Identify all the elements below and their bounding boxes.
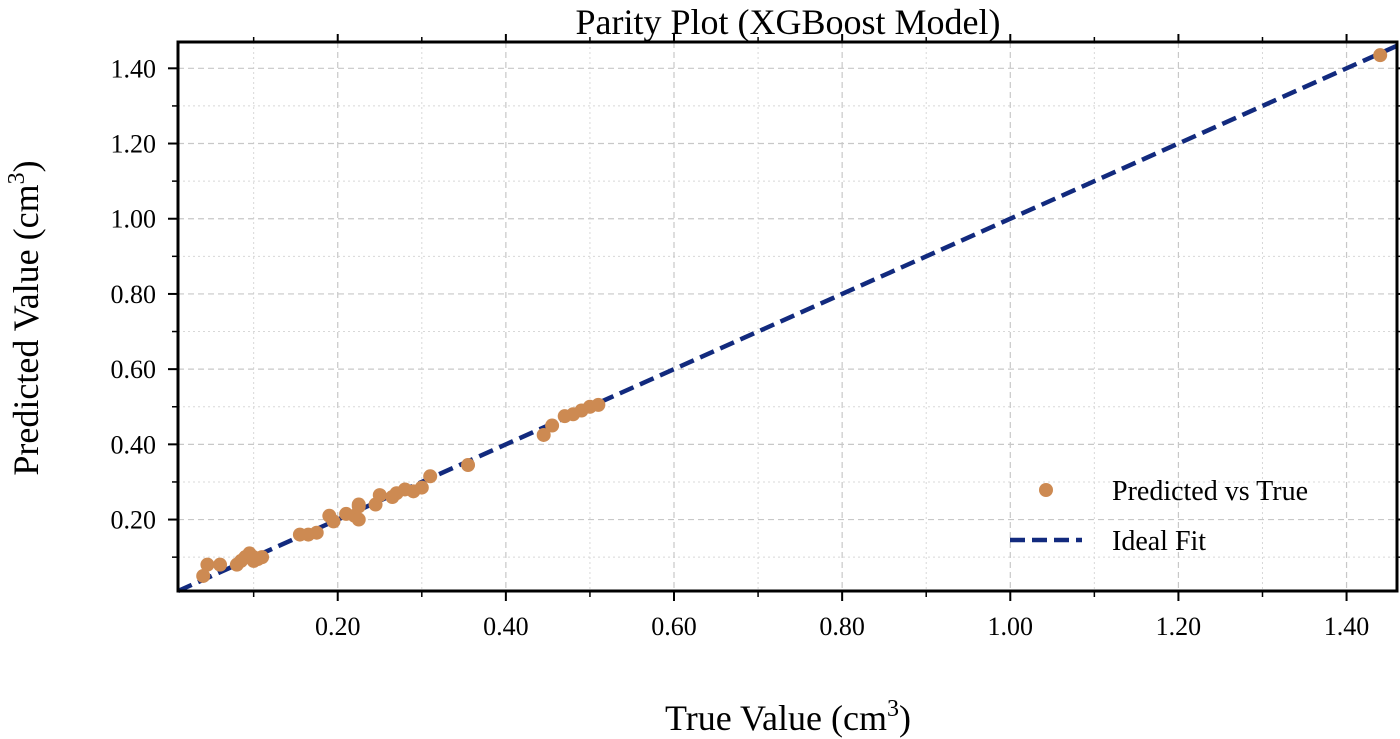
legend-label-predicted: Predicted vs True xyxy=(1112,476,1308,507)
scatter-point-29 xyxy=(461,458,476,473)
plot-frame xyxy=(176,40,1399,593)
axis-ticks: 0.20 0.40 0.60 0.80 1.00 1.20 1.40 0.20 0.40 0.60… xyxy=(111,34,1400,641)
scatter-point-27 xyxy=(414,480,429,495)
x-tick-label: 0.20 xyxy=(315,612,361,641)
scatter-point-10 xyxy=(255,550,270,565)
y-axis-title: Predicted Value (cm3) xyxy=(4,160,46,475)
scatter-point-22 xyxy=(372,488,387,503)
legend: Predicted vs True Ideal Fit xyxy=(1010,476,1308,557)
legend-marker-predicted xyxy=(1039,483,1053,497)
y-tick-label: 1.40 xyxy=(111,54,157,83)
x-tick-label: 0.40 xyxy=(483,612,529,641)
x-axis-title-text: True Value (cm xyxy=(665,698,887,738)
x-axis-title-superscript: 3 xyxy=(887,696,899,722)
scatter-point-1 xyxy=(200,557,215,572)
x-axis-title-close: ) xyxy=(899,698,911,738)
scatter-point-0 xyxy=(196,568,211,583)
y-axis-title-text: Predicted Value (cm xyxy=(6,184,46,475)
scatter-point-28 xyxy=(423,469,438,484)
scatter-point-13 xyxy=(309,525,324,540)
y-tick-label: 1.00 xyxy=(111,205,157,234)
y-axis-title-close: ) xyxy=(6,160,46,172)
scatter-point-20 xyxy=(351,512,366,527)
scatter-point-30 xyxy=(536,427,551,442)
scatter-points xyxy=(196,48,1388,583)
y-tick-label: 0.40 xyxy=(111,430,157,459)
scatter-point-37 xyxy=(1373,48,1388,63)
y-tick-label: 0.80 xyxy=(111,280,157,309)
x-tick-label: 1.00 xyxy=(988,612,1034,641)
x-axis-title: True Value (cm3) xyxy=(665,696,911,738)
y-axis-title-superscript: 3 xyxy=(4,172,30,184)
grid xyxy=(178,42,1397,591)
scatter-point-31 xyxy=(545,418,560,433)
x-tick-label: 0.80 xyxy=(819,612,865,641)
scatter-point-36 xyxy=(591,397,606,412)
scatter-point-2 xyxy=(213,557,228,572)
y-tick-label: 1.20 xyxy=(111,130,157,159)
x-tick-label: 0.60 xyxy=(651,612,697,641)
y-tick-label: 0.20 xyxy=(111,506,157,535)
scatter-point-15 xyxy=(326,514,341,529)
chart-title: Parity Plot (XGBoost Model) xyxy=(575,2,1000,42)
scatter-point-19 xyxy=(351,497,366,512)
y-tick-label: 0.60 xyxy=(111,355,157,384)
legend-label-ideal-fit: Ideal Fit xyxy=(1112,526,1206,557)
x-tick-label: 1.20 xyxy=(1156,612,1202,641)
x-tick-label: 1.40 xyxy=(1324,612,1370,641)
